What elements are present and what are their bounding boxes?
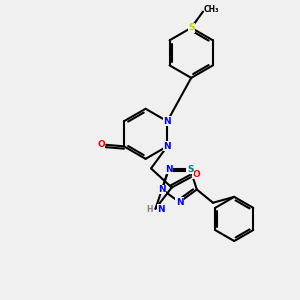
Text: N: N	[165, 165, 172, 174]
Text: N: N	[158, 185, 166, 194]
Text: N: N	[164, 142, 171, 151]
Text: CH₃: CH₃	[204, 5, 220, 14]
Text: N: N	[176, 198, 183, 207]
Text: O: O	[97, 140, 105, 149]
Text: S: S	[188, 23, 194, 32]
Text: H: H	[146, 205, 152, 214]
Text: O: O	[193, 170, 201, 179]
Text: N: N	[157, 205, 165, 214]
Text: S: S	[187, 165, 194, 174]
Text: N: N	[164, 117, 171, 126]
